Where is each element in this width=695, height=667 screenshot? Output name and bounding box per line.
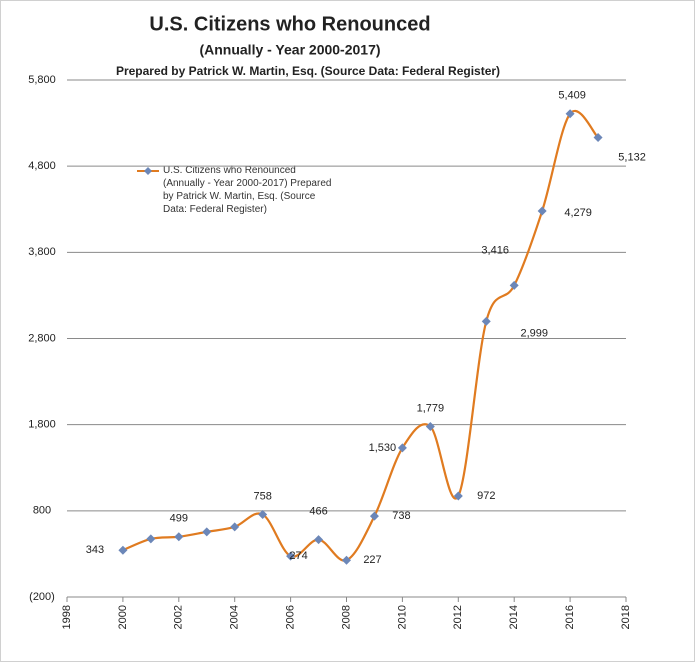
marker [593,133,603,143]
data-label: 5,132 [618,151,646,163]
x-tick-label: 2012 [452,605,464,629]
data-label: 466 [309,506,327,518]
legend-marker [144,167,152,175]
marker [146,534,156,544]
y-tick-label: 5,800 [28,74,56,86]
y-tick-label: (200) [29,591,55,603]
x-tick-label: 2016 [564,605,576,629]
data-label: 3,416 [481,244,509,256]
legend: U.S. Citizens who Renounced (Annually - … [137,165,332,215]
data-label: 227 [363,554,381,566]
data-label: 2,999 [520,327,548,339]
data-label: 738 [392,510,410,522]
x-tick-label: 2000 [117,605,129,629]
marker [230,522,240,532]
x-tick-label: 2006 [285,605,297,629]
chart-caption: Prepared by Patrick W. Martin, Esq. (Sou… [116,64,500,78]
x-tick-label: 2014 [508,605,520,629]
data-label: 758 [253,490,271,502]
data-label: 972 [477,490,495,502]
legend-label: U.S. Citizens who Renounced (Annually - … [163,165,332,215]
data-label: 499 [170,513,188,525]
y-tick-label: 3,800 [28,246,56,258]
chart-title: U.S. Citizens who Renounced [149,13,430,35]
chart-subtitle: (Annually - Year 2000-2017) [199,42,380,58]
marker [174,532,184,542]
marker [202,527,212,537]
marker [565,109,575,119]
x-tick-label: 2018 [620,605,632,629]
data-label: 274 [289,550,307,562]
y-tick-label: 1,800 [28,419,56,431]
marker [509,280,519,290]
data-label: 5,409 [558,90,586,102]
data-label: 1,779 [417,402,445,414]
marker [537,206,547,216]
marker [397,443,407,453]
marker [342,555,351,565]
marker [369,511,379,521]
marker [425,421,435,431]
x-tick-label: 2008 [340,605,352,629]
marker [286,551,296,561]
marker [258,509,268,519]
x-tick-label: 2002 [173,605,185,629]
marker [481,316,491,326]
marker [314,535,324,545]
data-label: 4,279 [564,207,592,219]
y-tick-label: 800 [33,505,51,517]
data-label: 1,530 [369,442,397,454]
marker [453,491,463,501]
legend-entry: U.S. Citizens who Renounced (Annually - … [163,165,332,215]
y-tick-label: 4,800 [28,160,56,172]
y-tick-label: 2,800 [28,332,56,344]
x-tick-label: 1998 [61,605,73,629]
marker [118,545,128,555]
x-tick-label: 2004 [229,605,241,629]
x-tick-label: 2010 [396,605,408,629]
data-label: 343 [86,544,104,556]
